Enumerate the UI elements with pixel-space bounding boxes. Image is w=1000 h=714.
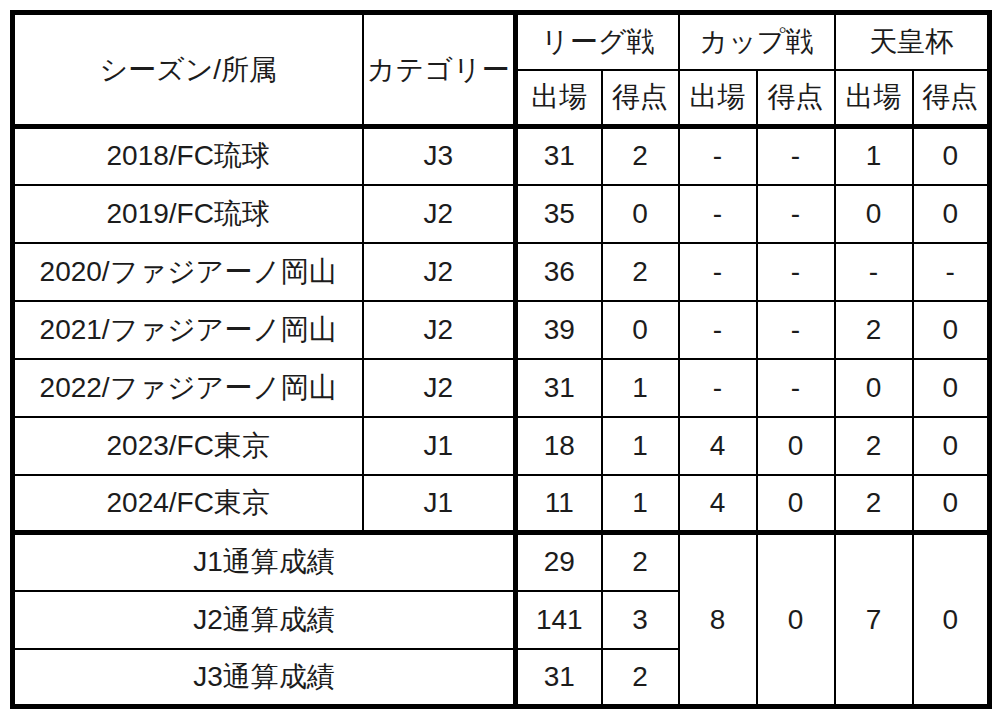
summary-label: J3通算成績 xyxy=(13,649,516,707)
stat-cell: 2 xyxy=(602,649,679,707)
summary-cup-goals: 0 xyxy=(757,533,835,707)
summary-cup-appearances: 8 xyxy=(679,533,757,707)
category-cell: J2 xyxy=(363,359,516,417)
stat-cell: 2 xyxy=(602,243,679,301)
stat-cell: - xyxy=(757,127,835,185)
stat-cell: 2 xyxy=(835,417,913,475)
stat-cell: 18 xyxy=(516,417,602,475)
summary-emperors-goals: 0 xyxy=(913,533,990,707)
season-cell: 2024/FC東京 xyxy=(13,475,363,533)
stat-cell: 1 xyxy=(602,359,679,417)
category-cell: J1 xyxy=(363,475,516,533)
stat-cell: 3 xyxy=(602,591,679,649)
stat-cell: 0 xyxy=(913,475,990,533)
stat-cell: 0 xyxy=(913,359,990,417)
stat-cell: 31 xyxy=(516,649,602,707)
stat-cell: 39 xyxy=(516,301,602,359)
category-cell: J2 xyxy=(363,185,516,243)
stat-cell: 31 xyxy=(516,127,602,185)
season-cell: 2020/ファジアーノ岡山 xyxy=(13,243,363,301)
stat-cell: - xyxy=(757,243,835,301)
table-row: 2021/ファジアーノ岡山 J2 39 0 - - 2 0 xyxy=(13,301,990,359)
stat-cell: 0 xyxy=(835,185,913,243)
season-cell: 2019/FC琉球 xyxy=(13,185,363,243)
summary-label: J1通算成績 xyxy=(13,533,516,591)
stat-cell: 0 xyxy=(913,185,990,243)
header-season-affiliation: シーズン/所属 xyxy=(13,13,363,127)
header-cup-appearances: 出場 xyxy=(679,70,757,127)
stat-cell: 0 xyxy=(602,301,679,359)
summary-row-j1: J1通算成績 29 2 8 0 7 0 xyxy=(13,533,990,591)
stat-cell: 1 xyxy=(835,127,913,185)
table-row: 2022/ファジアーノ岡山 J2 31 1 - - 0 0 xyxy=(13,359,990,417)
stat-cell: 2 xyxy=(835,475,913,533)
stat-cell: - xyxy=(679,127,757,185)
stat-cell: 0 xyxy=(602,185,679,243)
stat-cell: - xyxy=(835,243,913,301)
stat-cell: 1 xyxy=(602,475,679,533)
stat-cell: 2 xyxy=(835,301,913,359)
stat-cell: - xyxy=(679,301,757,359)
header-group-league: リーグ戦 xyxy=(516,13,679,70)
stat-cell: - xyxy=(757,185,835,243)
season-cell: 2018/FC琉球 xyxy=(13,127,363,185)
header-row-groups: シーズン/所属 カテゴリー リーグ戦 カップ戦 天皇杯 xyxy=(13,13,990,70)
career-stats-table: シーズン/所属 カテゴリー リーグ戦 カップ戦 天皇杯 出場 得点 出場 得点 … xyxy=(10,10,992,709)
stat-cell: - xyxy=(679,243,757,301)
stat-cell: - xyxy=(757,301,835,359)
season-cell: 2022/ファジアーノ岡山 xyxy=(13,359,363,417)
category-cell: J2 xyxy=(363,301,516,359)
stat-cell: 31 xyxy=(516,359,602,417)
stat-cell: 11 xyxy=(516,475,602,533)
category-cell: J1 xyxy=(363,417,516,475)
stat-cell: 141 xyxy=(516,591,602,649)
stat-cell: 0 xyxy=(913,301,990,359)
stat-cell: 4 xyxy=(679,475,757,533)
stat-cell: - xyxy=(757,359,835,417)
season-cell: 2023/FC東京 xyxy=(13,417,363,475)
header-group-emperors-cup: 天皇杯 xyxy=(835,13,990,70)
table-row: 2018/FC琉球 J3 31 2 - - 1 0 xyxy=(13,127,990,185)
stat-cell: - xyxy=(679,185,757,243)
page: シーズン/所属 カテゴリー リーグ戦 カップ戦 天皇杯 出場 得点 出場 得点 … xyxy=(0,0,1000,714)
stat-cell: 36 xyxy=(516,243,602,301)
stat-cell: 35 xyxy=(516,185,602,243)
header-emperors-appearances: 出場 xyxy=(835,70,913,127)
stat-cell: - xyxy=(913,243,990,301)
header-category: カテゴリー xyxy=(363,13,516,127)
summary-emperors-appearances: 7 xyxy=(835,533,913,707)
summary-label: J2通算成績 xyxy=(13,591,516,649)
category-cell: J3 xyxy=(363,127,516,185)
stat-cell: 0 xyxy=(757,475,835,533)
stat-cell: - xyxy=(679,359,757,417)
table-row: 2019/FC琉球 J2 35 0 - - 0 0 xyxy=(13,185,990,243)
header-cup-goals: 得点 xyxy=(757,70,835,127)
stat-cell: 0 xyxy=(757,417,835,475)
season-cell: 2021/ファジアーノ岡山 xyxy=(13,301,363,359)
header-league-goals: 得点 xyxy=(602,70,679,127)
header-group-cup: カップ戦 xyxy=(679,13,835,70)
header-league-appearances: 出場 xyxy=(516,70,602,127)
header-emperors-goals: 得点 xyxy=(913,70,990,127)
stat-cell: 1 xyxy=(602,417,679,475)
category-cell: J2 xyxy=(363,243,516,301)
table-row: 2023/FC東京 J1 18 1 4 0 2 0 xyxy=(13,417,990,475)
table-row: 2020/ファジアーノ岡山 J2 36 2 - - - - xyxy=(13,243,990,301)
stat-cell: 0 xyxy=(913,127,990,185)
stat-cell: 4 xyxy=(679,417,757,475)
table-row: 2024/FC東京 J1 11 1 4 0 2 0 xyxy=(13,475,990,533)
stat-cell: 0 xyxy=(835,359,913,417)
stat-cell: 2 xyxy=(602,127,679,185)
stat-cell: 2 xyxy=(602,533,679,591)
stat-cell: 29 xyxy=(516,533,602,591)
stat-cell: 0 xyxy=(913,417,990,475)
